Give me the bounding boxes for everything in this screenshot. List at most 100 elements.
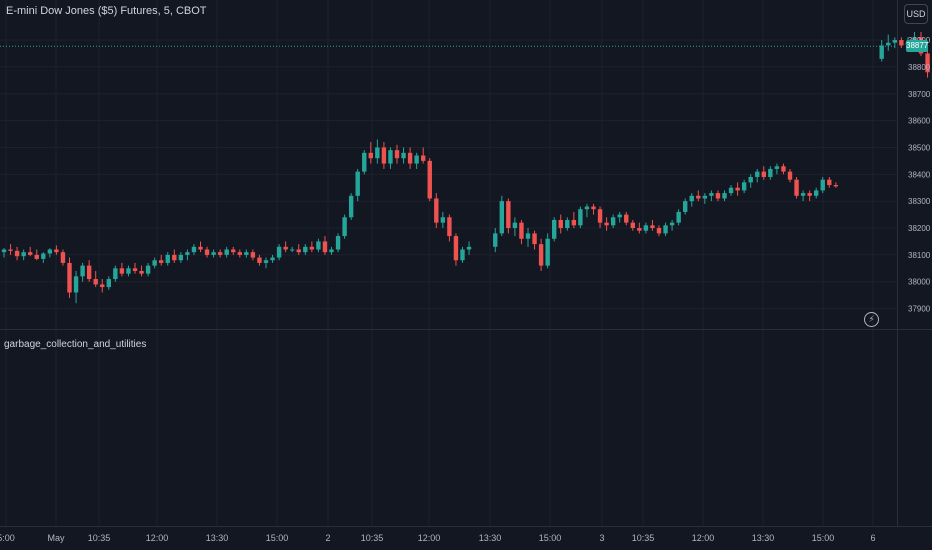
candle: [394, 144, 400, 164]
candle-body: [610, 217, 616, 226]
time-tick-label: 12:00: [146, 533, 169, 543]
price-tick-label: 38500: [908, 143, 931, 152]
candle-body: [14, 250, 20, 257]
time-tick-label: 13:30: [752, 533, 775, 543]
candle-body: [60, 252, 66, 263]
candle: [100, 279, 105, 293]
candle: [375, 139, 380, 164]
candle-body: [172, 254, 177, 261]
indicator-pane-title[interactable]: garbage_collection_and_utilities: [4, 339, 147, 350]
candle-body: [152, 260, 157, 266]
candle: [519, 219, 524, 245]
candle-body: [276, 246, 282, 258]
candle-body: [244, 252, 249, 255]
candle: [1, 248, 7, 258]
candle: [879, 40, 884, 62]
candle: [159, 254, 164, 266]
candle-body: [715, 193, 721, 199]
candle-body: [827, 179, 832, 186]
candle: [728, 185, 734, 196]
candle: [610, 214, 616, 229]
candle-body: [93, 279, 98, 285]
candle: [427, 158, 432, 202]
price-tick-label: 38100: [908, 251, 931, 260]
price-tick-label: 38300: [908, 197, 931, 206]
candle-body: [41, 253, 46, 259]
candle: [8, 244, 13, 255]
candle-body: [735, 187, 740, 191]
candle: [355, 168, 360, 202]
candle: [211, 249, 216, 258]
candle-body: [237, 252, 242, 255]
candle-body: [532, 233, 537, 245]
candle: [93, 270, 98, 288]
candle: [303, 244, 308, 255]
lightning-icon[interactable]: ⚡: [864, 312, 879, 327]
candle: [178, 252, 184, 263]
candle-body: [73, 276, 79, 293]
candle: [309, 241, 315, 253]
time-tick-label: 5:00: [0, 533, 15, 543]
candle: [185, 249, 190, 261]
time-tick-label: 10:35: [632, 533, 655, 543]
candle-body: [309, 246, 315, 250]
candle-body: [28, 252, 33, 255]
candle: [578, 206, 583, 229]
candle-body: [702, 195, 708, 199]
candle: [525, 228, 531, 247]
candle-body: [755, 171, 760, 177]
candle-body: [538, 244, 544, 266]
time-tick-label: 6: [870, 533, 875, 543]
candle-body: [689, 195, 694, 202]
candle: [434, 193, 439, 229]
candle: [637, 222, 642, 234]
candle-body: [637, 228, 642, 231]
candle: [126, 265, 131, 277]
candle-body: [329, 249, 334, 253]
candle: [80, 262, 85, 282]
candle-body: [86, 265, 92, 280]
candle-body: [290, 249, 295, 251]
candle: [322, 236, 328, 255]
candle: [650, 219, 655, 231]
candle: [407, 147, 413, 169]
candle: [604, 217, 609, 231]
candle: [440, 211, 446, 229]
candle-body: [257, 257, 262, 263]
candle: [774, 163, 780, 175]
candle: [250, 249, 256, 261]
candle: [257, 254, 262, 266]
candle-body: [886, 42, 891, 46]
price-tick-label: 38600: [908, 117, 931, 126]
symbol-title[interactable]: E-mini Dow Jones ($5) Futures, 5, CBOT: [6, 5, 207, 17]
candle-body: [584, 206, 590, 210]
candle: [787, 168, 793, 183]
time-tick-label: 15:00: [266, 533, 289, 543]
candle-body: [159, 260, 164, 263]
candle: [362, 150, 367, 175]
candle: [191, 244, 197, 255]
price-axis[interactable]: 37900 38000 38100 38200 38300 38400 38500 38600…: [908, 36, 931, 314]
candle: [643, 222, 649, 234]
currency-button[interactable]: USD: [904, 4, 928, 24]
candle-body: [296, 249, 301, 253]
candle-body: [283, 246, 288, 250]
candle-body: [453, 236, 459, 261]
candle: [584, 203, 590, 218]
candle: [348, 193, 354, 220]
candle: [86, 260, 92, 282]
candle-body: [663, 225, 668, 234]
candle: [833, 182, 839, 188]
candle: [800, 190, 806, 202]
candle: [28, 246, 33, 257]
time-axis[interactable]: 5:00 May 10:35 12:00 13:30 15:00 2 10:35 12:00 13…: [0, 533, 876, 543]
candle: [290, 246, 295, 253]
candle-body: [270, 257, 275, 261]
candle-body: [696, 195, 701, 199]
candle-body: [669, 222, 675, 226]
candle-body: [571, 219, 577, 226]
candle: [512, 217, 518, 237]
price-tick-label: 38000: [908, 278, 931, 287]
candle-body: [650, 225, 655, 229]
